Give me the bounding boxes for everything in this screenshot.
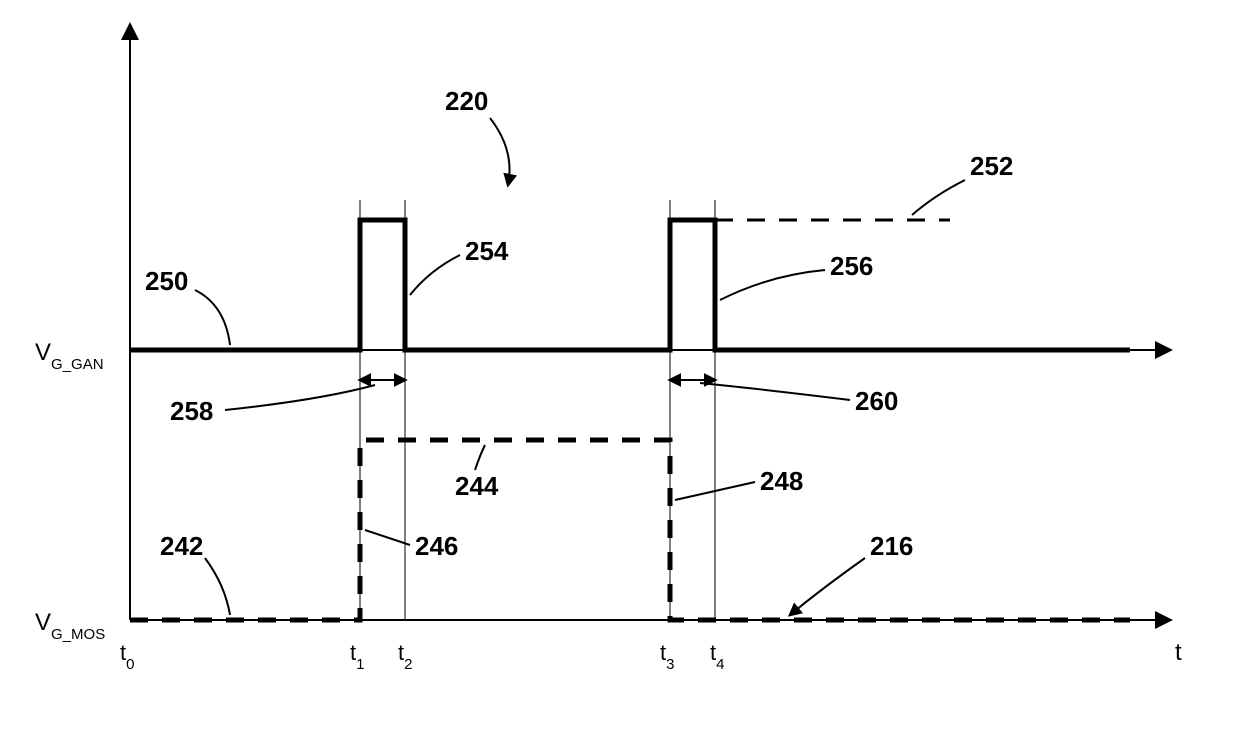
callout-216-leader [790, 558, 865, 615]
callout-246-leader [365, 530, 410, 545]
callout-250: 250 [145, 266, 188, 296]
callout-220-leader [490, 118, 510, 185]
x-axis-label: t [1175, 639, 1182, 666]
callout-244-leader [475, 445, 485, 470]
callout-252: 252 [970, 151, 1013, 181]
callout-216: 216 [870, 531, 913, 561]
timing-diagram: VG_GAN VG_MOS t t0 t1 t2 t3 t4 220 252 2… [0, 0, 1239, 735]
callout-258: 258 [170, 396, 213, 426]
callout-256: 256 [830, 251, 873, 281]
y-label-gan: VG_GAN [35, 339, 104, 373]
tick-t0: t0 [120, 640, 134, 673]
callout-254-leader [410, 255, 460, 295]
callout-248: 248 [760, 466, 803, 496]
callout-250-leader [195, 290, 230, 345]
waveform-vg-gan [130, 220, 1130, 350]
tick-t3: t3 [660, 640, 674, 673]
tick-t4: t4 [710, 640, 724, 673]
callout-256-leader [720, 270, 825, 300]
callout-260: 260 [855, 386, 898, 416]
callout-220: 220 [445, 86, 488, 116]
callout-260-leader [700, 383, 850, 400]
callout-258-leader [225, 385, 375, 410]
waveform-vg-mos [130, 440, 1130, 620]
tick-t1: t1 [350, 640, 364, 673]
tick-t2: t2 [398, 640, 412, 673]
y-label-mos: VG_MOS [35, 609, 105, 643]
callout-246: 246 [415, 531, 458, 561]
callout-254: 254 [465, 236, 509, 266]
callout-242: 242 [160, 531, 203, 561]
callout-244: 244 [455, 471, 499, 501]
callout-242-leader [205, 558, 230, 615]
callout-252-leader [912, 180, 965, 215]
